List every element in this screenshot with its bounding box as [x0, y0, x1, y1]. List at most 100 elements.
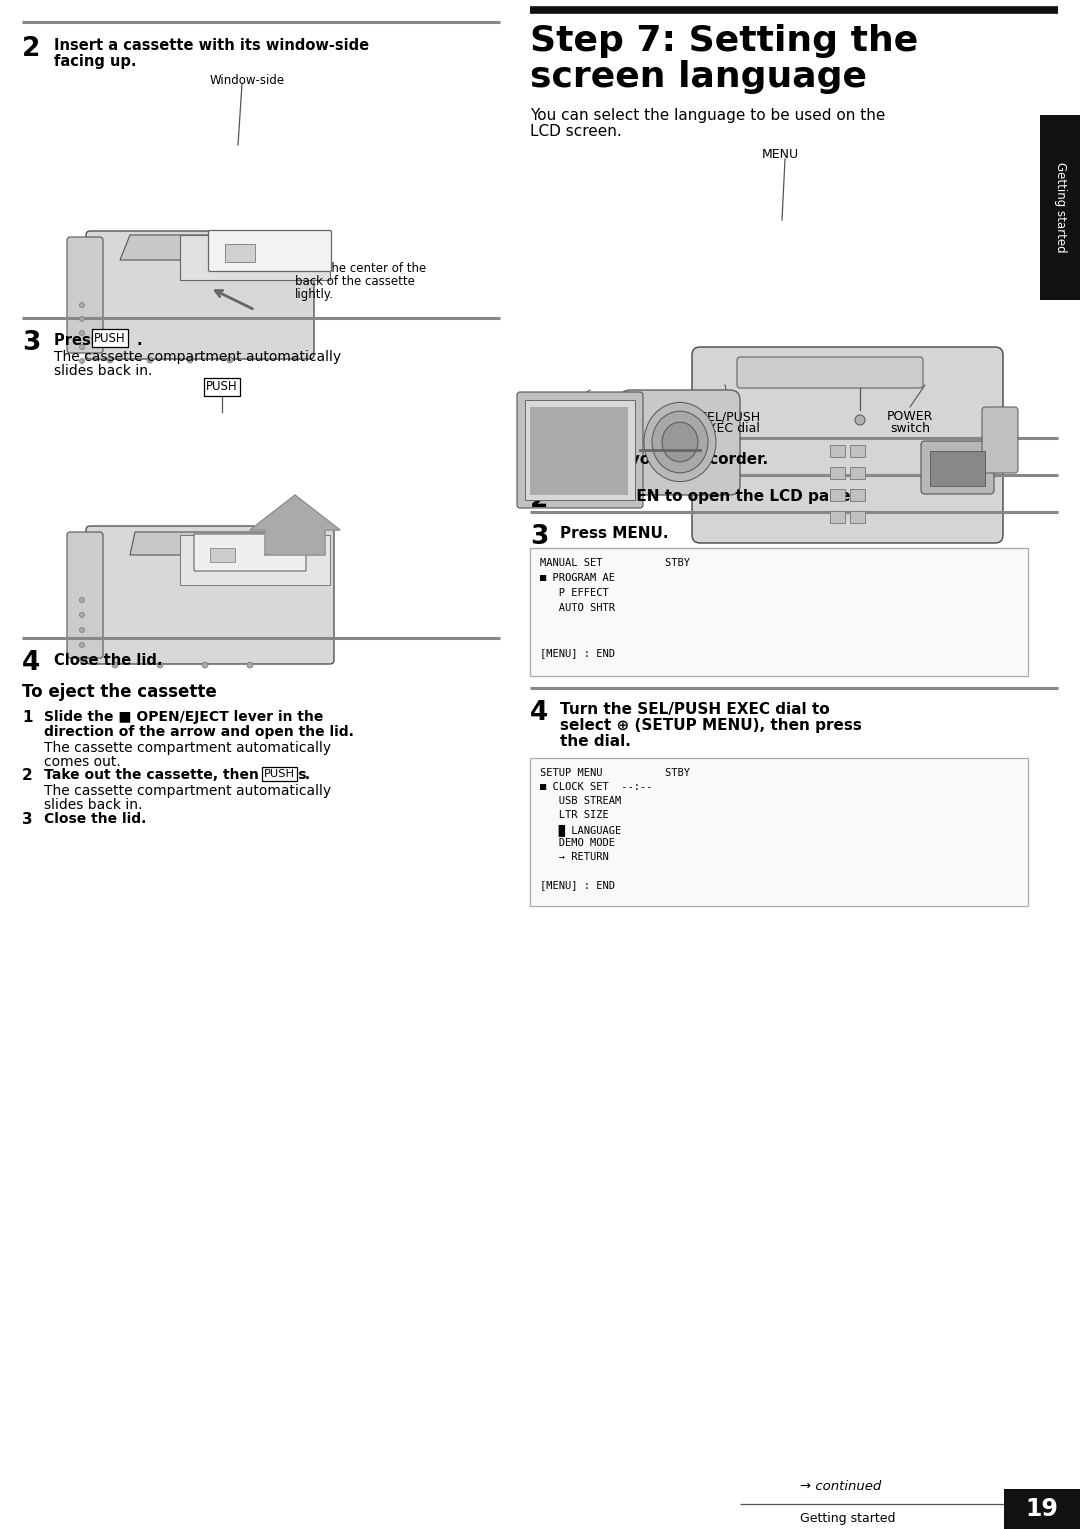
Bar: [530, 758, 1028, 907]
Ellipse shape: [652, 411, 708, 472]
Circle shape: [80, 627, 84, 633]
Text: 4: 4: [530, 700, 549, 726]
Circle shape: [855, 414, 865, 425]
FancyBboxPatch shape: [67, 532, 103, 657]
FancyBboxPatch shape: [194, 534, 306, 570]
Bar: [831, 466, 845, 479]
Bar: [1040, 115, 1080, 300]
Text: slides back in.: slides back in.: [44, 798, 143, 812]
Text: ■ CLOCK SET  --:--: ■ CLOCK SET --:--: [540, 781, 652, 792]
Text: 19: 19: [1026, 1497, 1058, 1521]
Circle shape: [107, 356, 113, 362]
Text: comes out.: comes out.: [44, 755, 121, 769]
Text: 4: 4: [22, 650, 40, 676]
Text: slides back in.: slides back in.: [54, 364, 152, 378]
Bar: [831, 445, 845, 457]
Text: The cassette compartment automatically: The cassette compartment automatically: [44, 742, 332, 755]
Text: Turn the SEL/PUSH EXEC dial to: Turn the SEL/PUSH EXEC dial to: [561, 702, 829, 717]
Bar: [930, 451, 985, 486]
Bar: [525, 401, 635, 500]
Ellipse shape: [662, 422, 698, 462]
FancyBboxPatch shape: [517, 391, 643, 508]
Text: LCD screen.: LCD screen.: [530, 124, 622, 139]
Text: AUTO SHTR: AUTO SHTR: [540, 602, 615, 613]
Text: The cassette compartment automatically: The cassette compartment automatically: [44, 784, 332, 798]
Text: .: .: [137, 333, 143, 349]
FancyBboxPatch shape: [86, 526, 334, 664]
Text: Turn on your camcorder.: Turn on your camcorder.: [561, 453, 768, 466]
Text: Close the lid.: Close the lid.: [54, 653, 162, 668]
Text: SEL/PUSH: SEL/PUSH: [700, 410, 760, 424]
Text: → continued: → continued: [800, 1480, 881, 1492]
Bar: [210, 547, 235, 563]
FancyBboxPatch shape: [620, 390, 740, 495]
Text: .: .: [300, 768, 310, 781]
Text: EXEC dial: EXEC dial: [700, 422, 760, 434]
Text: POWER: POWER: [887, 410, 933, 424]
Circle shape: [187, 356, 193, 362]
Text: 3: 3: [22, 812, 32, 827]
Text: The cassette compartment automatically: The cassette compartment automatically: [54, 350, 341, 364]
Text: the dial.: the dial.: [561, 734, 631, 749]
FancyBboxPatch shape: [982, 407, 1018, 472]
Circle shape: [80, 598, 84, 602]
Bar: [850, 466, 865, 479]
Text: 3: 3: [22, 330, 40, 356]
Text: To eject the cassette: To eject the cassette: [22, 683, 217, 700]
FancyBboxPatch shape: [86, 231, 314, 359]
Bar: [1004, 1489, 1080, 1529]
Text: PUSH: PUSH: [94, 332, 125, 344]
Text: 2: 2: [22, 37, 40, 63]
Text: Push the center of the: Push the center of the: [295, 261, 427, 275]
Polygon shape: [120, 235, 300, 260]
Polygon shape: [249, 495, 340, 555]
Text: direction of the arrow and open the lid.: direction of the arrow and open the lid.: [44, 725, 354, 739]
Circle shape: [227, 356, 233, 362]
Circle shape: [80, 613, 84, 618]
FancyBboxPatch shape: [737, 356, 923, 388]
Polygon shape: [130, 532, 315, 555]
Text: Press OPEN to open the LCD panel.: Press OPEN to open the LCD panel.: [561, 489, 861, 505]
Circle shape: [80, 358, 84, 364]
FancyBboxPatch shape: [692, 347, 1003, 543]
Bar: [530, 407, 627, 495]
Text: → RETURN: → RETURN: [540, 852, 609, 862]
Text: 2: 2: [22, 768, 32, 783]
Text: MANUAL SET          STBY: MANUAL SET STBY: [540, 558, 690, 567]
Text: Press MENU.: Press MENU.: [561, 526, 669, 541]
Text: [MENU] : END: [MENU] : END: [540, 881, 615, 890]
Text: back of the cassette: back of the cassette: [295, 275, 415, 287]
Bar: [180, 535, 330, 586]
Bar: [850, 445, 865, 457]
FancyBboxPatch shape: [921, 440, 994, 494]
Circle shape: [80, 344, 84, 350]
Text: ■ PROGRAM AE: ■ PROGRAM AE: [540, 573, 615, 583]
Text: SETUP MENU          STBY: SETUP MENU STBY: [540, 768, 690, 778]
Circle shape: [157, 662, 163, 668]
Text: USB STREAM: USB STREAM: [540, 797, 621, 806]
FancyBboxPatch shape: [208, 231, 332, 272]
Text: 2: 2: [530, 488, 549, 514]
Circle shape: [202, 662, 208, 668]
Bar: [850, 511, 865, 523]
Text: PUSH: PUSH: [206, 381, 238, 393]
Bar: [530, 547, 1028, 676]
Text: Getting started: Getting started: [800, 1512, 895, 1524]
Text: Take out the cassette, then press: Take out the cassette, then press: [44, 768, 311, 781]
Bar: [831, 511, 845, 523]
Circle shape: [80, 330, 84, 335]
Circle shape: [80, 317, 84, 321]
Text: screen language: screen language: [530, 60, 867, 93]
Text: switch: switch: [890, 422, 930, 434]
Text: select ⊕ (SETUP MENU), then press: select ⊕ (SETUP MENU), then press: [561, 719, 862, 732]
Circle shape: [80, 303, 84, 307]
Text: Step 7: Setting the: Step 7: Setting the: [530, 24, 918, 58]
Text: lightly.: lightly.: [295, 287, 334, 301]
Text: Insert a cassette with its window-side: Insert a cassette with its window-side: [54, 38, 369, 54]
Text: Slide the ■ OPEN/EJECT lever in the: Slide the ■ OPEN/EJECT lever in the: [44, 709, 323, 725]
Text: Getting started: Getting started: [1053, 162, 1067, 252]
Ellipse shape: [644, 402, 716, 482]
Bar: [831, 489, 845, 502]
Text: Close the lid.: Close the lid.: [44, 812, 147, 826]
Bar: [850, 489, 865, 502]
